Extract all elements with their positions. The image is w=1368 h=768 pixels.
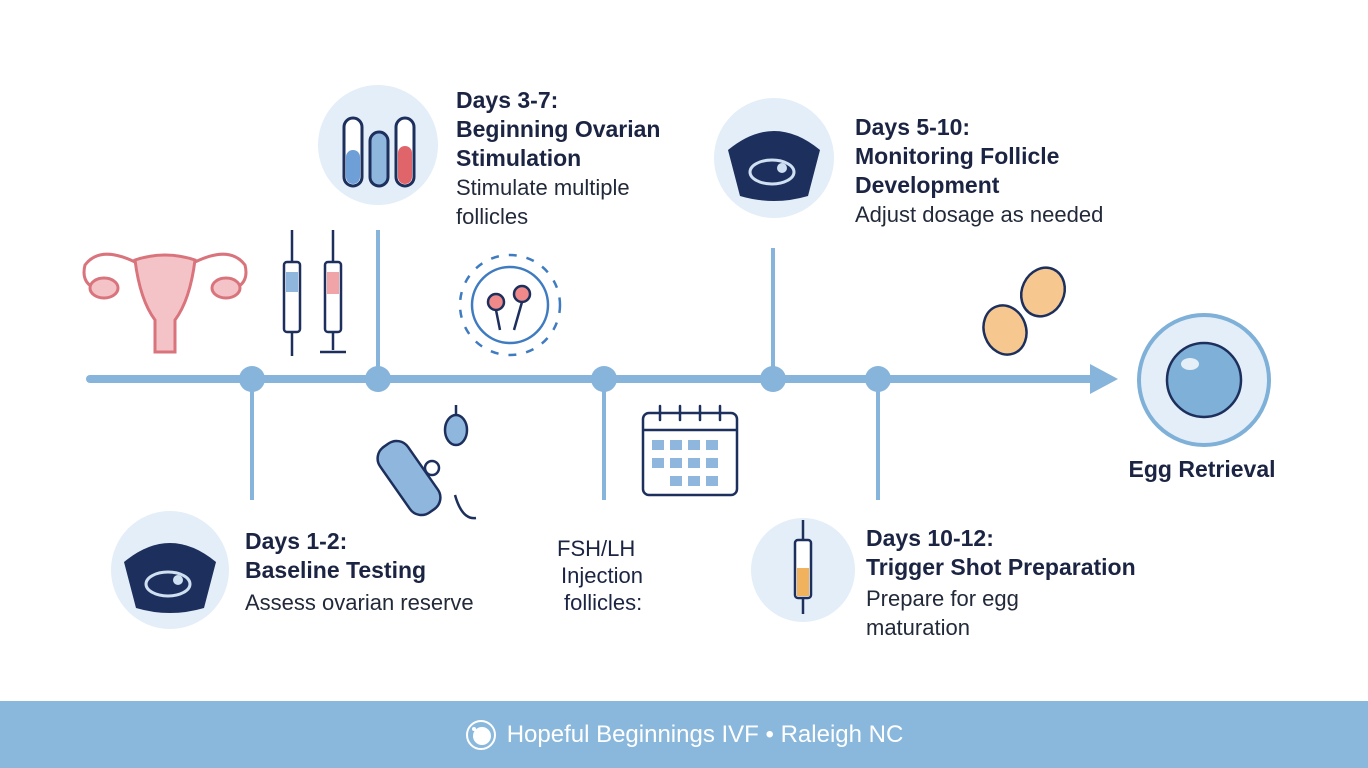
step-days-1-2: Days 1-2: Baseline Testing Assess ovaria… [245, 527, 474, 617]
timeline-arrow [1090, 364, 1118, 394]
calendar-icon [641, 404, 739, 497]
step-title: Days 3-7: [456, 87, 559, 113]
timeline-diagram [82, 85, 1271, 629]
footer: Hopeful Beginnings IVF • Raleigh NC [0, 701, 1368, 768]
step-desc: maturation [866, 615, 970, 640]
syringes-icon [282, 230, 346, 356]
step-desc: follicles: [564, 590, 643, 615]
egg-retrieval-label: Egg Retrieval [1128, 456, 1276, 482]
egg-icon [1137, 313, 1271, 447]
syringe-icon [793, 520, 813, 614]
step-title: Stimulation [456, 145, 582, 171]
step-fsh-lh: FSH/LH Injection follicles: [557, 535, 643, 616]
ultrasound-icon [728, 131, 820, 201]
timeline-node [239, 366, 265, 392]
step-title: Monitoring Follicle [855, 143, 1060, 169]
step-title: Development [855, 172, 1000, 198]
step-desc: Assess ovarian reserve [245, 590, 474, 615]
step-title: Beginning Ovarian [456, 116, 661, 142]
step-title: Days 5-10: [855, 114, 971, 140]
step-desc: follicles [456, 204, 529, 229]
step-title: FSH/LH [557, 536, 636, 561]
step-days-3-7: Days 3-7: Beginning Ovarian Stimulation … [456, 86, 660, 231]
step-title: Days 10-12: [866, 525, 994, 551]
eggs-icon [982, 266, 1067, 356]
timeline-node [591, 366, 617, 392]
step-title: Days 1-2: [245, 528, 348, 554]
ultrasound-icon [124, 543, 216, 613]
step-desc: Stimulate multiple [456, 175, 630, 200]
injector-pen-icon [376, 405, 477, 520]
timeline-node [760, 366, 786, 392]
follicle-icon [458, 253, 562, 357]
step-desc: Prepare for egg [866, 586, 1019, 611]
uterus-icon [82, 252, 248, 354]
timeline-node [365, 366, 391, 392]
step-title: Baseline Testing [245, 557, 427, 583]
step-days-10-12: Days 10-12: Trigger Shot Preparation Pre… [866, 524, 1136, 642]
step-desc: Injection [561, 563, 643, 588]
logo-icon [465, 719, 496, 750]
step-title: Trigger Shot Preparation [866, 554, 1136, 580]
timeline-node [865, 366, 891, 392]
step-days-5-10: Days 5-10: Monitoring Follicle Developme… [855, 113, 1103, 229]
footer-text: Hopeful Beginnings IVF • Raleigh NC [506, 720, 904, 748]
test-tubes-icon [342, 116, 416, 188]
step-desc: Adjust dosage as needed [855, 202, 1104, 227]
